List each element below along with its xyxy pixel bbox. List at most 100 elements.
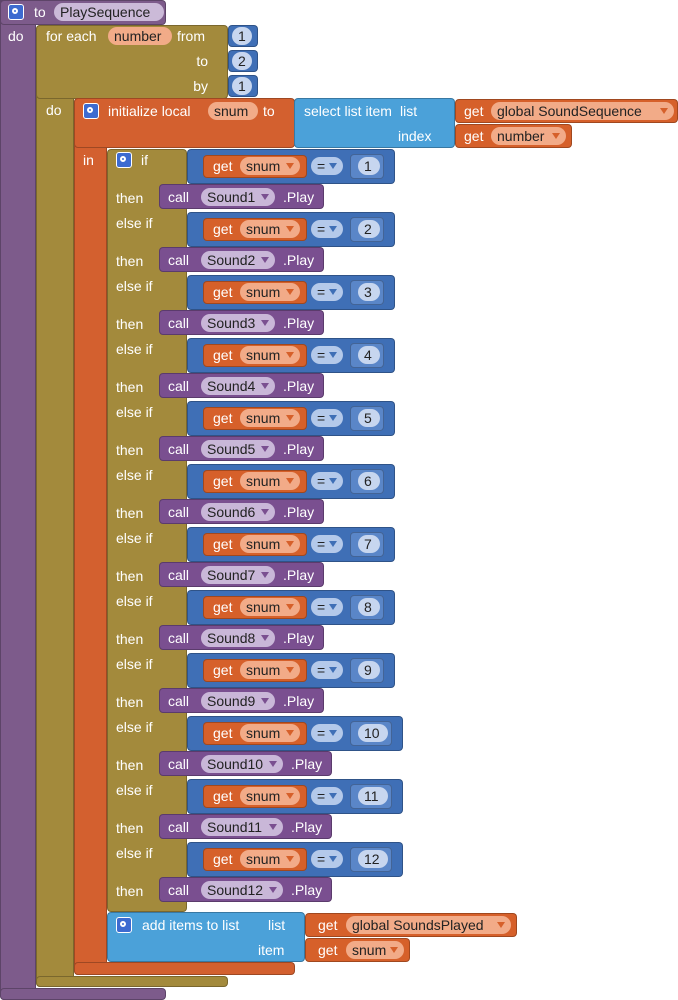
- field-text: snum: [246, 851, 281, 867]
- method-label: .Play: [291, 756, 323, 772]
- variable-field: snum: [240, 787, 300, 805]
- dropdown-arrow: [329, 667, 337, 673]
- field-text: snum: [246, 410, 281, 426]
- gear-center: [87, 107, 93, 113]
- number-field: 6: [358, 472, 380, 490]
- variable-field: snum: [346, 941, 404, 959]
- number-field: 1: [232, 77, 252, 95]
- dropdown-arrow: [286, 793, 294, 799]
- number-field: 11: [358, 787, 388, 805]
- call-keyword: call: [168, 252, 190, 268]
- local-to-label: to: [263, 103, 275, 119]
- then-label: then: [116, 568, 144, 584]
- field-text: =: [317, 788, 326, 804]
- field-text: =: [317, 725, 326, 741]
- procedure-footer: [0, 988, 166, 1000]
- variable-field: global SoundSequence: [491, 102, 674, 120]
- variable-field: snum: [240, 346, 300, 364]
- variable-field: snum: [240, 409, 300, 427]
- call-keyword: call: [168, 315, 190, 331]
- method-label: .Play: [283, 630, 315, 646]
- dropdown-arrow: [286, 730, 294, 736]
- else-if-keyword: else if: [116, 404, 153, 420]
- dropdown-arrow: [390, 947, 398, 953]
- dropdown-arrow: [261, 257, 269, 263]
- dropdown-arrow: [497, 922, 505, 928]
- procedure-keyword: to: [34, 4, 46, 20]
- else-if-keyword: else if: [116, 467, 153, 483]
- field-text: snum: [246, 536, 281, 552]
- local-header: [74, 98, 295, 148]
- else-if-keyword: else if: [116, 593, 153, 609]
- get-keyword: get: [213, 410, 233, 426]
- add-items-keyword: add items to list: [142, 917, 240, 933]
- then-label: then: [116, 379, 144, 395]
- field-text: Sound3: [207, 315, 256, 331]
- component-field: Sound8: [201, 629, 275, 647]
- operator-field: =: [311, 724, 343, 742]
- local-footer: [74, 962, 295, 975]
- else-if-keyword: else if: [116, 278, 153, 294]
- get-keyword: get: [213, 158, 233, 174]
- select-list-item-block: [294, 98, 455, 148]
- get-keyword: get: [213, 284, 233, 300]
- component-field: Sound3: [201, 314, 275, 332]
- field-text: Sound9: [207, 693, 256, 709]
- get-keyword: get: [213, 662, 233, 678]
- dropdown-arrow: [286, 856, 294, 862]
- operator-field: =: [311, 661, 343, 679]
- get-keyword: get: [213, 473, 233, 489]
- procedure-name-field: PlaySequence: [54, 3, 164, 21]
- dropdown-arrow: [329, 352, 337, 358]
- else-if-keyword: else if: [116, 656, 153, 672]
- operator-field: =: [311, 157, 343, 175]
- call-keyword: call: [168, 567, 190, 583]
- method-label: .Play: [283, 252, 315, 268]
- get-keyword: get: [464, 103, 484, 119]
- field-text: Sound7: [207, 567, 256, 583]
- else-if-keyword: else if: [116, 341, 153, 357]
- dropdown-arrow: [261, 446, 269, 452]
- variable-field: global SoundsPlayed: [346, 916, 511, 934]
- else-if-keyword: else if: [116, 719, 153, 735]
- get-keyword: get: [213, 536, 233, 552]
- field-text: =: [317, 599, 326, 615]
- field-text: Sound12: [207, 882, 264, 898]
- dropdown-arrow: [329, 730, 337, 736]
- number-field: 9: [358, 661, 380, 679]
- gear-center: [120, 921, 126, 927]
- variable-field: snum: [240, 283, 300, 301]
- from-label: from: [177, 28, 205, 44]
- field-text: =: [317, 662, 326, 678]
- get-keyword: get: [213, 851, 233, 867]
- then-label: then: [116, 757, 144, 773]
- component-field: Sound1: [201, 188, 275, 206]
- component-field: Sound6: [201, 503, 275, 521]
- loop-variable-field: number: [108, 27, 172, 45]
- field-text: =: [317, 536, 326, 552]
- dropdown-arrow: [261, 572, 269, 578]
- operator-field: =: [311, 220, 343, 238]
- if-keyword: if: [141, 152, 148, 168]
- variable-field: snum: [240, 724, 300, 742]
- call-keyword: call: [168, 819, 190, 835]
- dropdown-arrow: [329, 604, 337, 610]
- component-field: Sound11: [201, 818, 283, 836]
- gear-center: [120, 156, 126, 162]
- field-text: =: [317, 851, 326, 867]
- get-keyword: get: [213, 599, 233, 615]
- field-text: Sound1: [207, 189, 256, 205]
- variable-field: snum: [240, 157, 300, 175]
- field-text: =: [317, 284, 326, 300]
- dropdown-arrow: [261, 635, 269, 641]
- field-text: Sound4: [207, 378, 256, 394]
- dropdown-arrow: [269, 824, 277, 830]
- call-keyword: call: [168, 378, 190, 394]
- then-label: then: [116, 694, 144, 710]
- field-text: Sound8: [207, 630, 256, 646]
- field-text: snum: [246, 725, 281, 741]
- call-keyword: call: [168, 882, 190, 898]
- mutator-icon: [116, 152, 132, 168]
- method-label: .Play: [283, 567, 315, 583]
- call-keyword: call: [168, 441, 190, 457]
